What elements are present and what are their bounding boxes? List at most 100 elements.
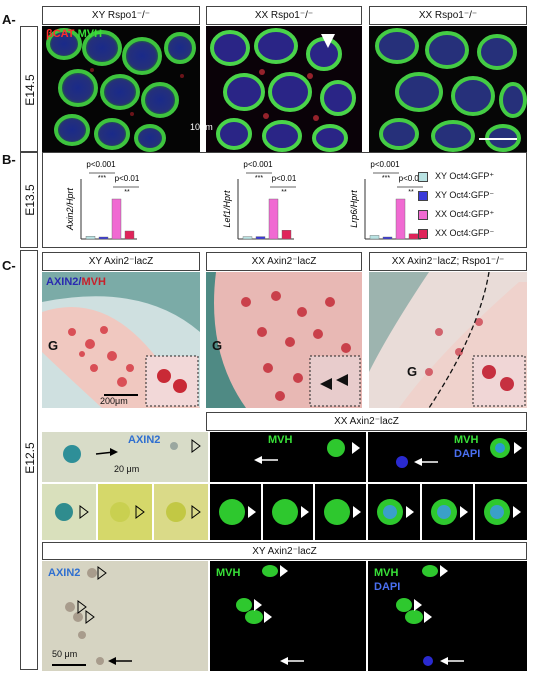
zoom-cell: [210, 484, 261, 540]
zoom-cell: [421, 484, 474, 540]
zoom-cell: [262, 484, 314, 540]
panel-b-label: B-: [2, 152, 16, 167]
bar: [111, 198, 122, 240]
bcat-label: βCAT: [46, 28, 75, 40]
p-value-label: p<0.01: [272, 174, 297, 183]
dapi-channel-label: DAPI: [454, 448, 481, 460]
panel-c-header-3: XX Axin2⁻lacZ; Rspo1⁻/⁻: [369, 252, 527, 271]
bar: [408, 233, 419, 240]
panel-a-header-3: XX Rspo1⁻/⁻: [369, 6, 527, 25]
p-value-label: p<0.01: [115, 174, 140, 183]
bar: [124, 230, 135, 240]
xy-mvh-dapi-image: MVH DAPI: [368, 561, 527, 671]
cells-image: [396, 438, 522, 468]
p-value-label: p<0.01: [399, 174, 424, 183]
significance-stars: **: [281, 189, 287, 196]
cells-image: [396, 565, 464, 666]
cells-image: [206, 26, 362, 152]
significance-stars: **: [124, 189, 130, 196]
cells-image: [42, 26, 200, 152]
zoom-cell: [154, 484, 208, 540]
tissue-image-3: G: [369, 272, 527, 408]
xy-axin2-image: AXIN2 50 μm: [42, 561, 208, 671]
cells-image: [63, 439, 201, 463]
gonad-label: G: [48, 338, 59, 353]
cells-image: [254, 439, 360, 464]
xx-axin2-image: AXIN2 20 μm: [42, 432, 208, 482]
xy-row-header: XY Axin2⁻lacZ: [42, 542, 527, 560]
scalebar-line: [104, 394, 138, 396]
legend-swatch: [418, 228, 428, 239]
gonad-label: G: [212, 338, 223, 353]
y-axis-label: Lrp6/Hprt: [349, 190, 359, 228]
scalebar-50: 50 μm: [52, 649, 78, 659]
bar-charts: Axin2/Hprt p<0.001 *** p<0.01 ** Lef1/Hprt p<0…: [65, 160, 424, 240]
bar: [382, 236, 393, 240]
xx-row-header: XX Axin2⁻lacZ: [206, 412, 527, 431]
y-axis-label: Axin2/Hprt: [65, 188, 75, 232]
chart-legend: XY Oct4:GFP⁺ XY Oct4:GFP⁻ XX Oct4:GFP⁺ X…: [418, 167, 494, 243]
tissue-image: [369, 272, 527, 408]
bar: [268, 198, 279, 240]
tissue-image-1: AXIN2/MVH G 200μm: [42, 272, 200, 408]
legend-item: XX Oct4:GFP⁻: [418, 224, 494, 243]
tissue-image: [42, 272, 200, 408]
significance-stars: ***: [382, 175, 390, 182]
zoom-cell: [315, 484, 367, 540]
scalebar-tissue: 200μm: [100, 396, 128, 406]
panel-c-stage: E12.5: [23, 442, 37, 474]
legend-swatch: [418, 171, 428, 182]
panel-a-stage: E14.5: [23, 74, 37, 106]
cells-image: [369, 26, 527, 152]
panel-a-header-1: XY Rspo1⁻/⁻: [42, 6, 200, 25]
gonad-label: G: [407, 364, 418, 379]
axin2-channel-label: AXIN2: [128, 434, 161, 446]
panel-a-image-1: βCAT MVH: [42, 26, 200, 152]
panel-c-stage-box: E12.5: [20, 250, 38, 670]
legend-item: XY Oct4:GFP⁺: [418, 167, 494, 186]
p-value-label: p<0.001: [243, 160, 273, 169]
bar: [255, 236, 266, 240]
significance-stars: ***: [98, 175, 106, 182]
panel-a-image-2: [206, 26, 362, 152]
panel-b-chart-box: Axin2/Hprt p<0.001 *** p<0.01 ** Lef1/Hprt p<0…: [42, 152, 527, 248]
zoom-cell: [42, 484, 96, 540]
panel-c-header-2: XX Axin2⁻lacZ: [206, 252, 362, 271]
mvh-label: MVH: [81, 276, 106, 288]
mvh-channel-label: MVH: [374, 567, 399, 579]
bar: [395, 198, 406, 240]
panel-a-header-2: XX Rspo1⁻/⁻: [206, 6, 362, 25]
zoom-cell: [368, 484, 420, 540]
xy-mvh-image: MVH: [210, 561, 366, 671]
cells-image: [52, 566, 132, 666]
p-value-label: p<0.001: [370, 160, 400, 169]
dapi-channel-label: DAPI: [374, 581, 401, 593]
xx-mvh-dapi-zoom-row: [368, 484, 528, 540]
bar: [242, 236, 253, 240]
xx-mvh-dapi-image: MVH DAPI: [368, 432, 527, 482]
panel-b-stage: E13.5: [23, 184, 37, 216]
legend-swatch: [418, 190, 428, 201]
bar: [98, 236, 109, 240]
significance-stars: **: [408, 189, 414, 196]
legend-item: XY Oct4:GFP⁻: [418, 186, 494, 205]
panel-a-label: A-: [2, 12, 16, 27]
y-axis-label: Lef1/Hprt: [222, 190, 232, 228]
panel-a-image-3: [369, 26, 527, 152]
panel-a-scalebar: 10μm: [190, 122, 213, 132]
xx-mvh-image: MVH: [210, 432, 366, 482]
legend-item: XX Oct4:GFP⁺: [418, 205, 494, 224]
tissue-image: [206, 272, 362, 408]
bar: [281, 229, 292, 240]
legend-swatch: [418, 209, 428, 220]
arrowhead-marker: [321, 34, 335, 48]
bar: [369, 235, 380, 240]
xx-axin2-zoom-row: [42, 484, 208, 540]
panel-a-stage-box: E14.5: [20, 26, 38, 152]
scalebar-line: [479, 138, 517, 140]
axin2-label: AXIN2: [46, 276, 79, 288]
panel-c-label: C-: [2, 258, 16, 273]
mvh-channel-label: MVH: [454, 434, 479, 446]
zoom-cell: [475, 484, 528, 540]
